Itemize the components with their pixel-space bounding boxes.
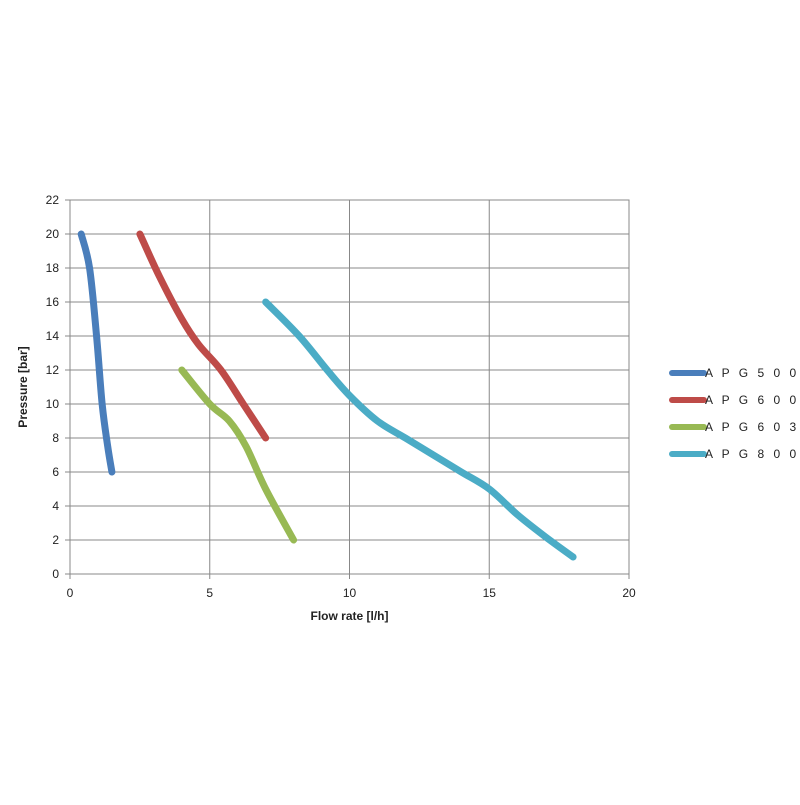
legend: A P G 5 0 0 N A P G 6 0 0 N A P G 6 0 3 N A… [669, 366, 800, 461]
y-tick-label: 2 [52, 533, 59, 547]
y-tick-label: 16 [46, 295, 60, 309]
axis-ticks: 0 2 4 6 8 10 12 14 16 18 20 22 0 5 10 15 20 [46, 193, 636, 600]
y-tick-label: 6 [52, 465, 59, 479]
series-line-3 [178, 366, 298, 544]
series-line-4 [262, 298, 577, 561]
y-tick-label: 4 [52, 499, 59, 513]
gridlines [69, 199, 630, 575]
x-tick-label: 10 [343, 586, 357, 600]
x-tick-label: 0 [67, 586, 74, 600]
y-tick-label: 14 [46, 329, 60, 343]
x-tick-label: 5 [206, 586, 213, 600]
y-tick-label: 22 [46, 193, 60, 207]
series-lines [77, 230, 577, 561]
legend-label: A P G 5 0 0 N [705, 366, 800, 380]
y-axis-title: Pressure [bar] [16, 346, 30, 427]
y-tick-label: 0 [52, 567, 59, 581]
y-tick-label: 8 [52, 431, 59, 445]
legend-label: A P G 6 0 3 N [705, 420, 800, 434]
x-tick-label: 20 [622, 586, 636, 600]
legend-label: A P G 6 0 0 N [705, 393, 800, 407]
x-axis-title: Flow rate [l/h] [311, 609, 389, 623]
x-tick-label: 15 [483, 586, 497, 600]
series-line-2 [136, 230, 270, 442]
series-line-1 [77, 230, 116, 476]
y-tick-label: 20 [46, 227, 60, 241]
y-tick-label: 12 [46, 363, 60, 377]
y-tick-label: 10 [46, 397, 60, 411]
legend-label: A P G 8 0 0 N [705, 447, 800, 461]
y-tick-label: 18 [46, 261, 60, 275]
